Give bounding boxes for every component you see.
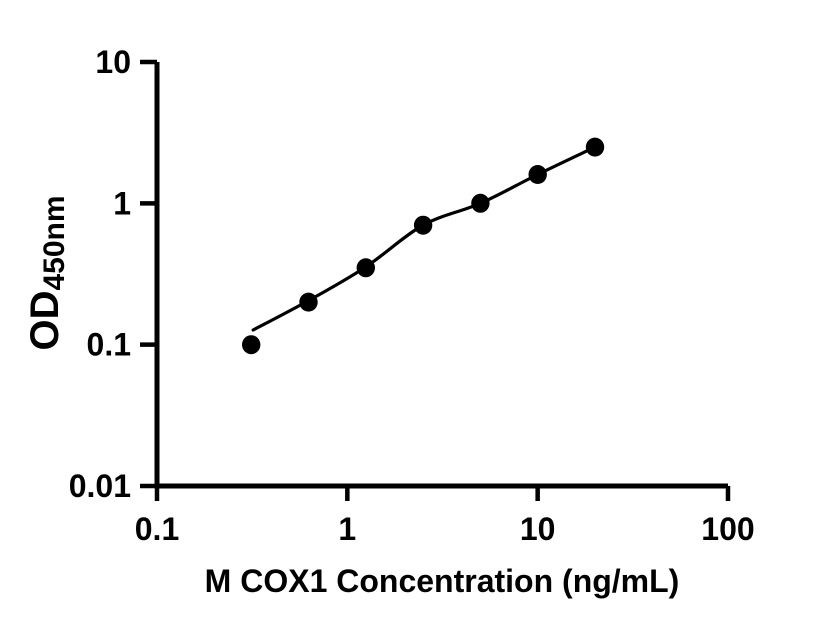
y-tick-label-0.01: 0.01 — [69, 468, 131, 504]
x-tick-label-10: 10 — [520, 511, 556, 547]
y-axis-title-subscript: 450nm — [38, 195, 71, 290]
data-point-0 — [242, 335, 261, 355]
data-point-1 — [299, 292, 318, 312]
x-tick-label-0.1: 0.1 — [135, 511, 179, 547]
y-axis-title: OD450nm — [23, 195, 71, 350]
y-tick-label-10: 10 — [95, 44, 131, 80]
y-tick-label-1: 1 — [113, 185, 131, 221]
x-tick-label-1: 1 — [338, 511, 356, 547]
y-axis-title-main: OD — [23, 291, 67, 351]
data-point-6 — [585, 137, 605, 157]
axis-spine — [154, 62, 728, 489]
data-points-group — [242, 137, 605, 355]
data-point-5 — [528, 165, 547, 184]
x-axis-title: M COX1 Concentration (ng/mL) — [205, 563, 680, 599]
x-tick-label-100: 100 — [701, 511, 754, 547]
y-tick-label-0.1: 0.1 — [87, 327, 131, 363]
data-point-3 — [413, 215, 433, 235]
data-point-4 — [471, 193, 490, 213]
data-point-2 — [356, 258, 375, 278]
